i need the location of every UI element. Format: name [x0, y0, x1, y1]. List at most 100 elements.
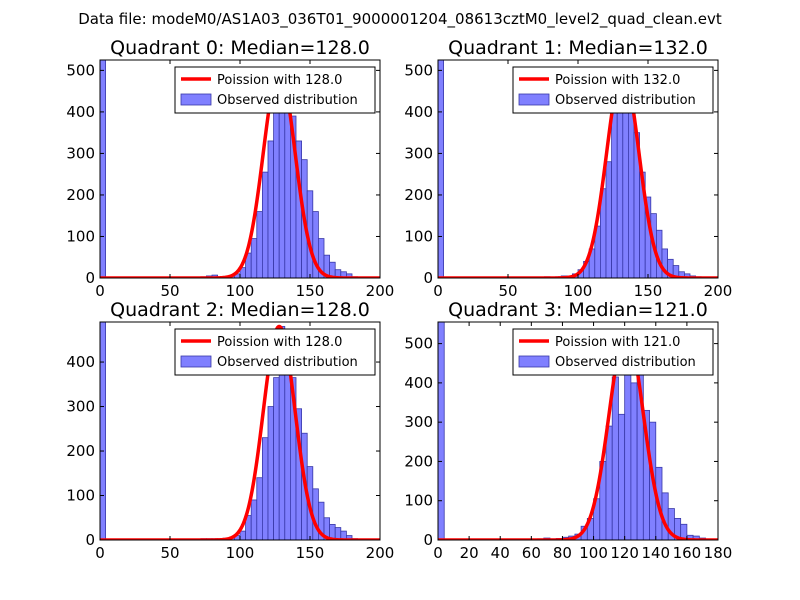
- legend-bar-swatch: [180, 355, 212, 368]
- x-tick-label: 200: [704, 282, 733, 300]
- y-tick-label: 500: [66, 61, 95, 79]
- y-tick-label: 0: [423, 269, 433, 287]
- legend-label-fit: Poission with 121.0: [555, 335, 680, 350]
- y-tick-label: 400: [66, 353, 95, 371]
- legend-label-fit: Poission with 128.0: [217, 73, 342, 88]
- histogram-bar: [239, 530, 246, 540]
- x-tick-label: 0: [95, 282, 105, 300]
- x-tick-label: 180: [704, 544, 733, 562]
- histogram-bar: [250, 499, 258, 540]
- subplot-title: Quadrant 1: Median=132.0: [448, 37, 708, 59]
- histogram-bar: [345, 535, 353, 540]
- histogram-bar: [605, 425, 613, 540]
- histogram-bar: [100, 60, 106, 278]
- legend-bar-swatch: [518, 93, 550, 106]
- histogram-bar: [273, 101, 280, 278]
- y-tick-label: 0: [85, 531, 95, 549]
- legend: Poission with 121.0 Observed distribution: [512, 328, 714, 376]
- y-tick-label: 200: [66, 442, 95, 460]
- histogram-bar: [267, 140, 274, 278]
- x-tick-label: 150: [634, 282, 663, 300]
- figure-suptitle: Data file: modeM0/AS1A03_036T01_90000012…: [78, 10, 722, 29]
- histogram-bar: [605, 161, 612, 278]
- histogram-bar: [438, 322, 445, 540]
- y-tick-label: 500: [404, 61, 433, 79]
- y-tick-label: 200: [404, 186, 433, 204]
- plot-area: [438, 60, 718, 278]
- histogram-bar: [267, 406, 274, 540]
- x-tick-label: 0: [95, 544, 105, 562]
- y-tick-label: 0: [85, 269, 95, 287]
- legend: Poission with 128.0 Observed distribution: [174, 66, 376, 114]
- x-tick-label: 100: [564, 282, 593, 300]
- legend-bar-swatch: [180, 93, 212, 106]
- x-tick-label: 100: [579, 544, 608, 562]
- axes-frame: [437, 321, 719, 541]
- x-tick-label: 60: [522, 544, 541, 562]
- subplot-title: Quadrant 2: Median=128.0: [110, 299, 370, 321]
- histogram-bar: [250, 238, 258, 278]
- x-tick-label: 0: [433, 544, 443, 562]
- subplot-title: Quadrant 0: Median=128.0: [110, 37, 370, 59]
- y-tick-label: 500: [404, 335, 433, 353]
- y-tick-label: 300: [66, 398, 95, 416]
- histogram-bar: [630, 382, 638, 540]
- x-tick-label: 140: [641, 544, 670, 562]
- histogram-bar: [616, 86, 624, 278]
- y-tick-label: 400: [404, 374, 433, 392]
- y-tick-label: 100: [404, 227, 433, 245]
- x-tick-label: 160: [673, 544, 702, 562]
- y-tick-label: 200: [66, 186, 95, 204]
- y-tick-label: 0: [423, 531, 433, 549]
- histogram-bar: [261, 437, 269, 540]
- histogram-bar: [256, 477, 263, 540]
- x-tick-label: 0: [433, 282, 443, 300]
- poisson-fit-line: [100, 68, 380, 278]
- poisson-fit-line: [100, 324, 380, 540]
- histogram-bar: [100, 322, 106, 540]
- histogram-bar: [611, 376, 619, 540]
- x-tick-label: 100: [226, 282, 255, 300]
- y-tick-label: 400: [404, 103, 433, 121]
- legend-label-observed: Observed distribution: [555, 93, 696, 108]
- histogram-bar: [273, 377, 280, 540]
- y-tick-label: 300: [404, 144, 433, 162]
- y-tick-label: 400: [66, 103, 95, 121]
- x-tick-label: 50: [498, 282, 517, 300]
- subplot-quadrant-0: 0 50 100 150 200 0 100 200 300 400 500 Quadrant 0: …: [66, 37, 394, 300]
- histogram-bar: [261, 171, 269, 278]
- x-tick-label: 50: [160, 544, 179, 562]
- legend-label-observed: Observed distribution: [217, 93, 358, 108]
- y-tick-label: 100: [66, 227, 95, 245]
- legend: Poission with 128.0 Observed distribution: [174, 328, 376, 376]
- legend-label-observed: Observed distribution: [217, 355, 358, 370]
- histogram-bar: [611, 107, 618, 278]
- histogram-bar: [345, 273, 353, 278]
- legend-bar-swatch: [518, 355, 550, 368]
- y-tick-label: 200: [404, 452, 433, 470]
- x-tick-label: 100: [226, 544, 255, 562]
- x-tick-label: 40: [491, 544, 510, 562]
- x-tick-label: 120: [610, 544, 639, 562]
- x-tick-label: 150: [296, 544, 325, 562]
- x-tick-label: 200: [366, 282, 395, 300]
- histogram-bar: [438, 60, 444, 278]
- legend: Poission with 132.0 Observed distribution: [512, 66, 714, 114]
- x-tick-label: 20: [460, 544, 479, 562]
- y-tick-label: 100: [66, 487, 95, 505]
- subplot-quadrant-2: 0 50 100 150 200 0 100 200 300 400 Quadrant 2: Med…: [66, 299, 394, 562]
- plot-area: [100, 322, 380, 540]
- legend-label-fit: Poission with 132.0: [555, 73, 680, 88]
- plot-area: [100, 60, 380, 278]
- x-tick-label: 200: [366, 544, 395, 562]
- poisson-fit-line: [438, 68, 718, 278]
- legend-label-observed: Observed distribution: [555, 355, 696, 370]
- x-tick-label: 80: [553, 544, 572, 562]
- subplot-quadrant-1: 0 50 100 150 200 0 100 200 300 400 500 Quadrant 1: …: [404, 37, 732, 300]
- histogram-bar: [618, 413, 626, 540]
- y-tick-label: 100: [404, 492, 433, 510]
- subplot-title: Quadrant 3: Median=121.0: [448, 299, 708, 321]
- x-tick-label: 50: [160, 282, 179, 300]
- legend-label-fit: Poission with 128.0: [217, 335, 342, 350]
